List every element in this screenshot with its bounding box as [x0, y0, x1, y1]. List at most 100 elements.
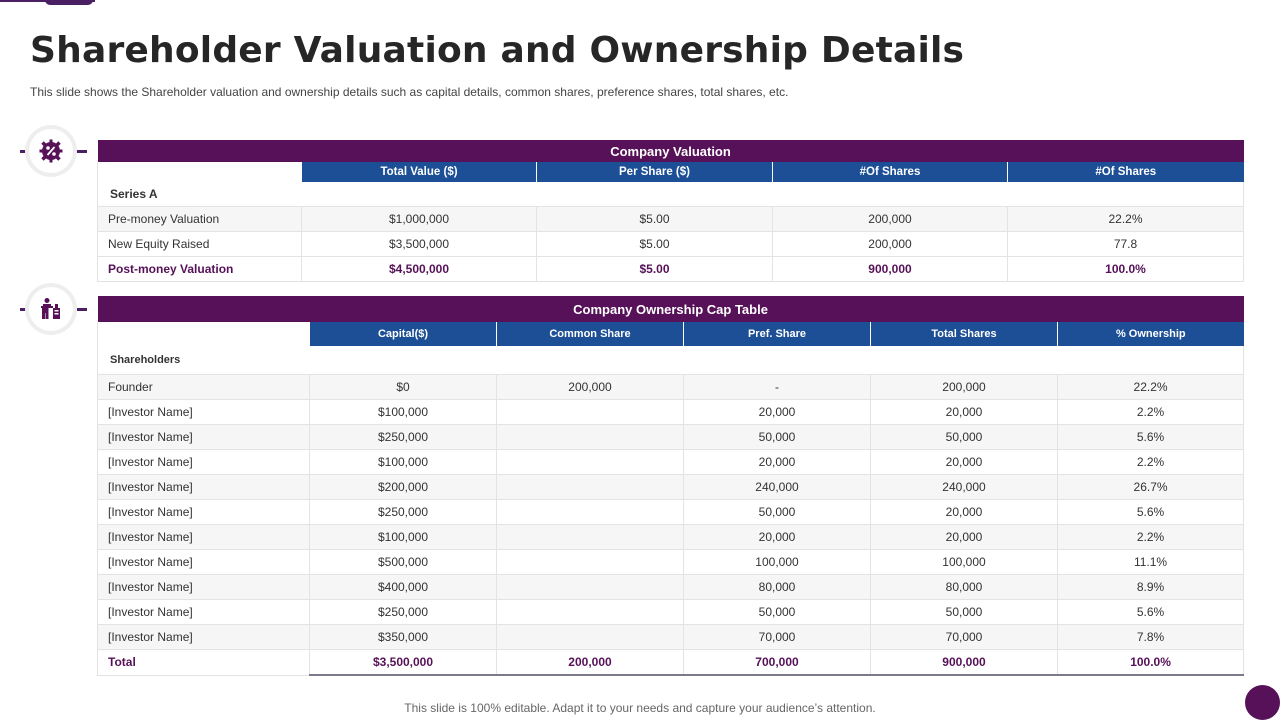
table-row: [Investor Name] $250,000 50,000 50,000 5.6% [97, 424, 1245, 450]
row-label: [Investor Name] [97, 399, 310, 425]
series-label: Series A [96, 182, 1245, 207]
row-label: [Investor Name] [97, 474, 310, 500]
column-header: Per Share ($) [536, 162, 773, 182]
table-cell: 20,000 [683, 399, 871, 425]
table-cell: 5.6% [1056, 424, 1245, 450]
table-cell [496, 474, 684, 500]
table-row: New Equity Raised $3,500,000 $5.00 200,0… [97, 231, 1245, 257]
table-cell [496, 499, 684, 525]
row-label: Post-money Valuation [97, 256, 302, 282]
total-row: Post-money Valuation $4,500,000 $5.00 90… [97, 256, 1245, 282]
table-cell [496, 424, 684, 450]
table-cell: 7.8% [1056, 624, 1245, 650]
column-header: Total Value ($) [301, 162, 537, 182]
column-header: Common Share [496, 322, 684, 346]
table-row: [Investor Name] $500,000 100,000 100,000 11.… [97, 549, 1245, 575]
table-cell: $500,000 [309, 549, 497, 575]
table-cell: 2.2% [1056, 399, 1245, 425]
table-cell: 50,000 [683, 599, 871, 625]
person-chart-icon [41, 298, 60, 319]
table-row: [Investor Name] $100,000 20,000 20,000 2.2% [97, 399, 1245, 425]
table-cell [496, 524, 684, 550]
table-cell: $250,000 [309, 599, 497, 625]
table-row: [Investor Name] $200,000 240,000 240,000 26.… [97, 474, 1245, 500]
table-cell: 20,000 [683, 449, 871, 475]
table-cell: $3,500,000 [301, 231, 537, 257]
table-cell: 70,000 [683, 624, 871, 650]
table-cell: 77.8 [1006, 231, 1245, 257]
table-cell: 20,000 [870, 499, 1058, 525]
table-cell: 26.7% [1056, 474, 1245, 500]
table-cell: $100,000 [309, 449, 497, 475]
column-header: % Ownership [1056, 322, 1244, 346]
table-cell: 20,000 [870, 524, 1058, 550]
table-cell: 8.9% [1056, 574, 1245, 600]
table-row: [Investor Name] $100,000 20,000 20,000 2.2% [97, 524, 1245, 550]
table-cell: $4,500,000 [301, 256, 537, 282]
table-row: Founder $0 200,000-200,000 22.2% [97, 374, 1245, 400]
column-header: Pref. Share [683, 322, 871, 346]
row-label: [Investor Name] [97, 549, 310, 575]
table-cell: 100,000 [683, 549, 871, 575]
table-cell: 50,000 [683, 499, 871, 525]
total-row: Total $3,500,000 200,000 700,000 900,000 100.… [97, 649, 1245, 676]
table-cell: 700,000 [683, 649, 871, 676]
page-title: Shareholder Valuation and Ownership Deta… [30, 30, 965, 71]
row-label: [Investor Name] [97, 599, 310, 625]
table-cell: 200,000 [772, 206, 1008, 232]
table-cell: 20,000 [870, 399, 1058, 425]
page-subtitle: This slide shows the Shareholder valuati… [30, 85, 789, 99]
company-valuation-table: Company Valuation Total Value ($) Per Sh… [96, 140, 1245, 282]
table-cell: $100,000 [309, 399, 497, 425]
row-label: Founder [97, 374, 310, 400]
table-cell: $5.00 [536, 256, 773, 282]
table-cell [496, 449, 684, 475]
shareholders-label: Shareholders [96, 346, 1245, 375]
table-cell: 100.0% [1006, 256, 1245, 282]
table-cell: $5.00 [536, 231, 773, 257]
row-label: New Equity Raised [97, 231, 302, 257]
table-cell: $200,000 [309, 474, 497, 500]
table-cell: 900,000 [772, 256, 1008, 282]
ownership-section-marker [20, 284, 87, 334]
table-cell [496, 624, 684, 650]
table-cell [496, 399, 684, 425]
table-cell: 100,000 [870, 549, 1058, 575]
table-cell: - [683, 374, 871, 400]
table-cell: 80,000 [870, 574, 1058, 600]
row-label: [Investor Name] [97, 524, 310, 550]
table-cell: $1,000,000 [301, 206, 537, 232]
table-cell: 200,000 [496, 649, 684, 676]
table-cell: $250,000 [309, 424, 497, 450]
table-cell: 100.0% [1056, 649, 1245, 676]
table-cell: $0 [309, 374, 497, 400]
row-label: Total [97, 649, 310, 676]
column-header: #Of Shares [772, 162, 1008, 182]
cap-table-title: Company Ownership Cap Table [97, 296, 1244, 322]
table-cell: 200,000 [870, 374, 1058, 400]
header-spacer [97, 322, 310, 346]
table-cell: 50,000 [870, 599, 1058, 625]
table-cell: 200,000 [772, 231, 1008, 257]
row-label: [Investor Name] [97, 499, 310, 525]
row-label: [Investor Name] [97, 574, 310, 600]
table-cell: 80,000 [683, 574, 871, 600]
top-accent-tab [0, 0, 95, 5]
row-label: Pre-money Valuation [97, 206, 302, 232]
table-cell: $350,000 [309, 624, 497, 650]
table-cell [496, 599, 684, 625]
table-cell [496, 574, 684, 600]
table-cell: 20,000 [870, 449, 1058, 475]
table-cell: 5.6% [1056, 599, 1245, 625]
table-cell [496, 549, 684, 575]
table-cell: 240,000 [683, 474, 871, 500]
table-row: [Investor Name] $100,000 20,000 20,000 2.2% [97, 449, 1245, 475]
table-cell: 200,000 [496, 374, 684, 400]
table-cell: $5.00 [536, 206, 773, 232]
table-cell: 2.2% [1056, 524, 1245, 550]
row-label: [Investor Name] [97, 624, 310, 650]
table-row: [Investor Name] $400,000 80,000 80,000 8.9% [97, 574, 1245, 600]
row-label: [Investor Name] [97, 449, 310, 475]
valuation-table-title: Company Valuation [97, 140, 1244, 162]
table-cell: $400,000 [309, 574, 497, 600]
